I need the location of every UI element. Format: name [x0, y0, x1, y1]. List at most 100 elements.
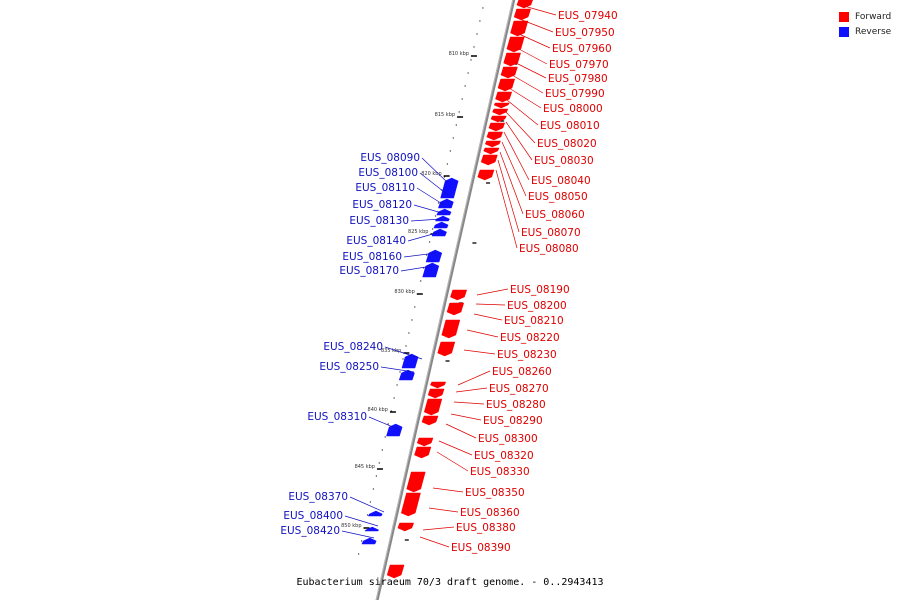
ruler-dot: [378, 462, 380, 464]
forward-gene: [492, 108, 509, 116]
forward-gene-label: EUS_07940: [558, 10, 618, 22]
forward-gene: [500, 66, 518, 79]
ruler-dot: [461, 98, 463, 100]
ruler-dot: [428, 241, 431, 243]
legend-forward-label: Forward: [855, 11, 892, 22]
ruler-dot: [434, 215, 437, 217]
reverse-leader-line: [419, 172, 449, 196]
forward-leader-line: [501, 141, 527, 197]
forward-gene: [421, 415, 439, 426]
reverse-gene-label: EUS_08130: [349, 215, 409, 227]
ruler-tick-label: 835 kbp: [381, 348, 401, 354]
reverse-gene: [361, 537, 377, 545]
forward-leader-line: [505, 111, 536, 144]
ruler-tick-label: 850 kbp: [341, 523, 361, 529]
reverse-gene-label: EUS_08110: [355, 182, 415, 194]
reverse-gene: [398, 369, 415, 381]
reverse-gene-label: EUS_08240: [323, 341, 383, 353]
forward-gene: [423, 398, 443, 416]
reverse-leader-line: [400, 265, 433, 272]
ruler-dot: [449, 150, 451, 152]
genome-caption: Eubacterium siraeum 70/3 draft genome. -…: [296, 577, 604, 588]
reverse-gene-label: EUS_08140: [346, 235, 406, 247]
forward-leader-line: [453, 401, 485, 405]
forward-gene: [488, 122, 506, 132]
ruler-dot: [458, 111, 460, 113]
reverse-gene-label: EUS_08310: [307, 411, 367, 423]
reverse-gene-label: EUS_08250: [319, 361, 379, 373]
forward-leader-line: [473, 313, 503, 321]
forward-gene-label: EUS_08270: [489, 383, 549, 395]
forward-gene: [506, 36, 525, 53]
forward-gene: [510, 20, 529, 37]
ruler-dot: [446, 163, 449, 165]
forward-leader-line: [476, 288, 509, 296]
ruler-dot: [360, 540, 363, 542]
reverse-gene-label: EUS_08420: [280, 525, 340, 537]
forward-gene: [437, 341, 456, 357]
legend-reverse: Reverse: [839, 24, 891, 39]
ruler-dot: [420, 280, 422, 282]
forward-gene-label: EUS_08290: [483, 415, 543, 427]
ruler-dot: [479, 20, 481, 22]
forward-gene: [495, 91, 513, 103]
forward-gene: [497, 78, 516, 92]
forward-leader-line: [422, 526, 455, 531]
forward-gene: [486, 131, 504, 141]
reverse-gene: [436, 208, 452, 216]
ruler-dot: [452, 137, 454, 139]
ruler-dot: [431, 228, 434, 230]
forward-gene: [427, 388, 445, 399]
forward-leader-line: [508, 87, 542, 109]
reverse-leader-line: [410, 218, 442, 222]
ruler-dot: [372, 488, 375, 490]
ruler-dot: [470, 59, 472, 61]
forward-gene: [450, 289, 468, 301]
forward-leader-line: [505, 121, 533, 161]
forward-gene-label: EUS_08210: [504, 315, 564, 327]
label-leader-lines: [341, 5, 557, 548]
forward-gene: [400, 492, 421, 517]
legend: Forward Reverse: [839, 9, 891, 39]
reverse-gene-label: EUS_08370: [288, 491, 348, 503]
reverse-gene: [433, 221, 449, 229]
forward-leader-line: [445, 423, 477, 439]
forward-leader-line: [503, 131, 530, 181]
reverse-gene-label: EUS_08100: [358, 167, 418, 179]
ruler-dot: [411, 319, 413, 321]
forward-gene-label: EUS_07980: [548, 73, 608, 85]
reverse-leader-line: [380, 366, 415, 373]
ruler-dot: [414, 306, 416, 308]
ruler-tick-label: 840 kbp: [368, 407, 388, 413]
forward-gene-label: EUS_08050: [528, 191, 588, 203]
forward-leader-line: [455, 387, 488, 393]
reverse-gene-label: EUS_08160: [342, 251, 402, 263]
reverse-leader-line: [413, 204, 443, 214]
forward-gene: [480, 154, 498, 166]
ruler-dot: [408, 332, 410, 334]
reverse-gene: [434, 215, 450, 222]
forward-leader-line: [457, 370, 491, 386]
reverse-leader-line: [421, 157, 449, 184]
reverse-gene-label: EUS_08090: [360, 152, 420, 164]
forward-gene-label: EUS_08030: [534, 155, 594, 167]
reverse-gene-label: EUS_08120: [352, 199, 412, 211]
ruler-dot: [396, 384, 398, 386]
genome-backbone-highlight: [375, 0, 514, 600]
legend-reverse-label: Reverse: [855, 26, 892, 37]
reverse-leader-line: [341, 530, 375, 539]
reverse-leader-line: [349, 496, 385, 513]
reverse-gene: [364, 526, 380, 532]
reverse-gene: [386, 423, 403, 437]
forward-gene-label: EUS_08190: [510, 284, 570, 296]
forward-gene: [430, 381, 447, 389]
reverse-gene: [401, 353, 419, 369]
forward-leader-line: [506, 99, 539, 126]
forward-gene-label: EUS_08390: [451, 542, 511, 554]
forward-gene-label: EUS_08020: [537, 138, 597, 150]
reverse-gene: [440, 177, 459, 199]
forward-gene-label: EUS_08080: [519, 243, 579, 255]
forward-gene-label: EUS_08060: [525, 209, 585, 221]
forward-leader-line: [511, 74, 544, 94]
reverse-leader-line: [344, 515, 379, 527]
